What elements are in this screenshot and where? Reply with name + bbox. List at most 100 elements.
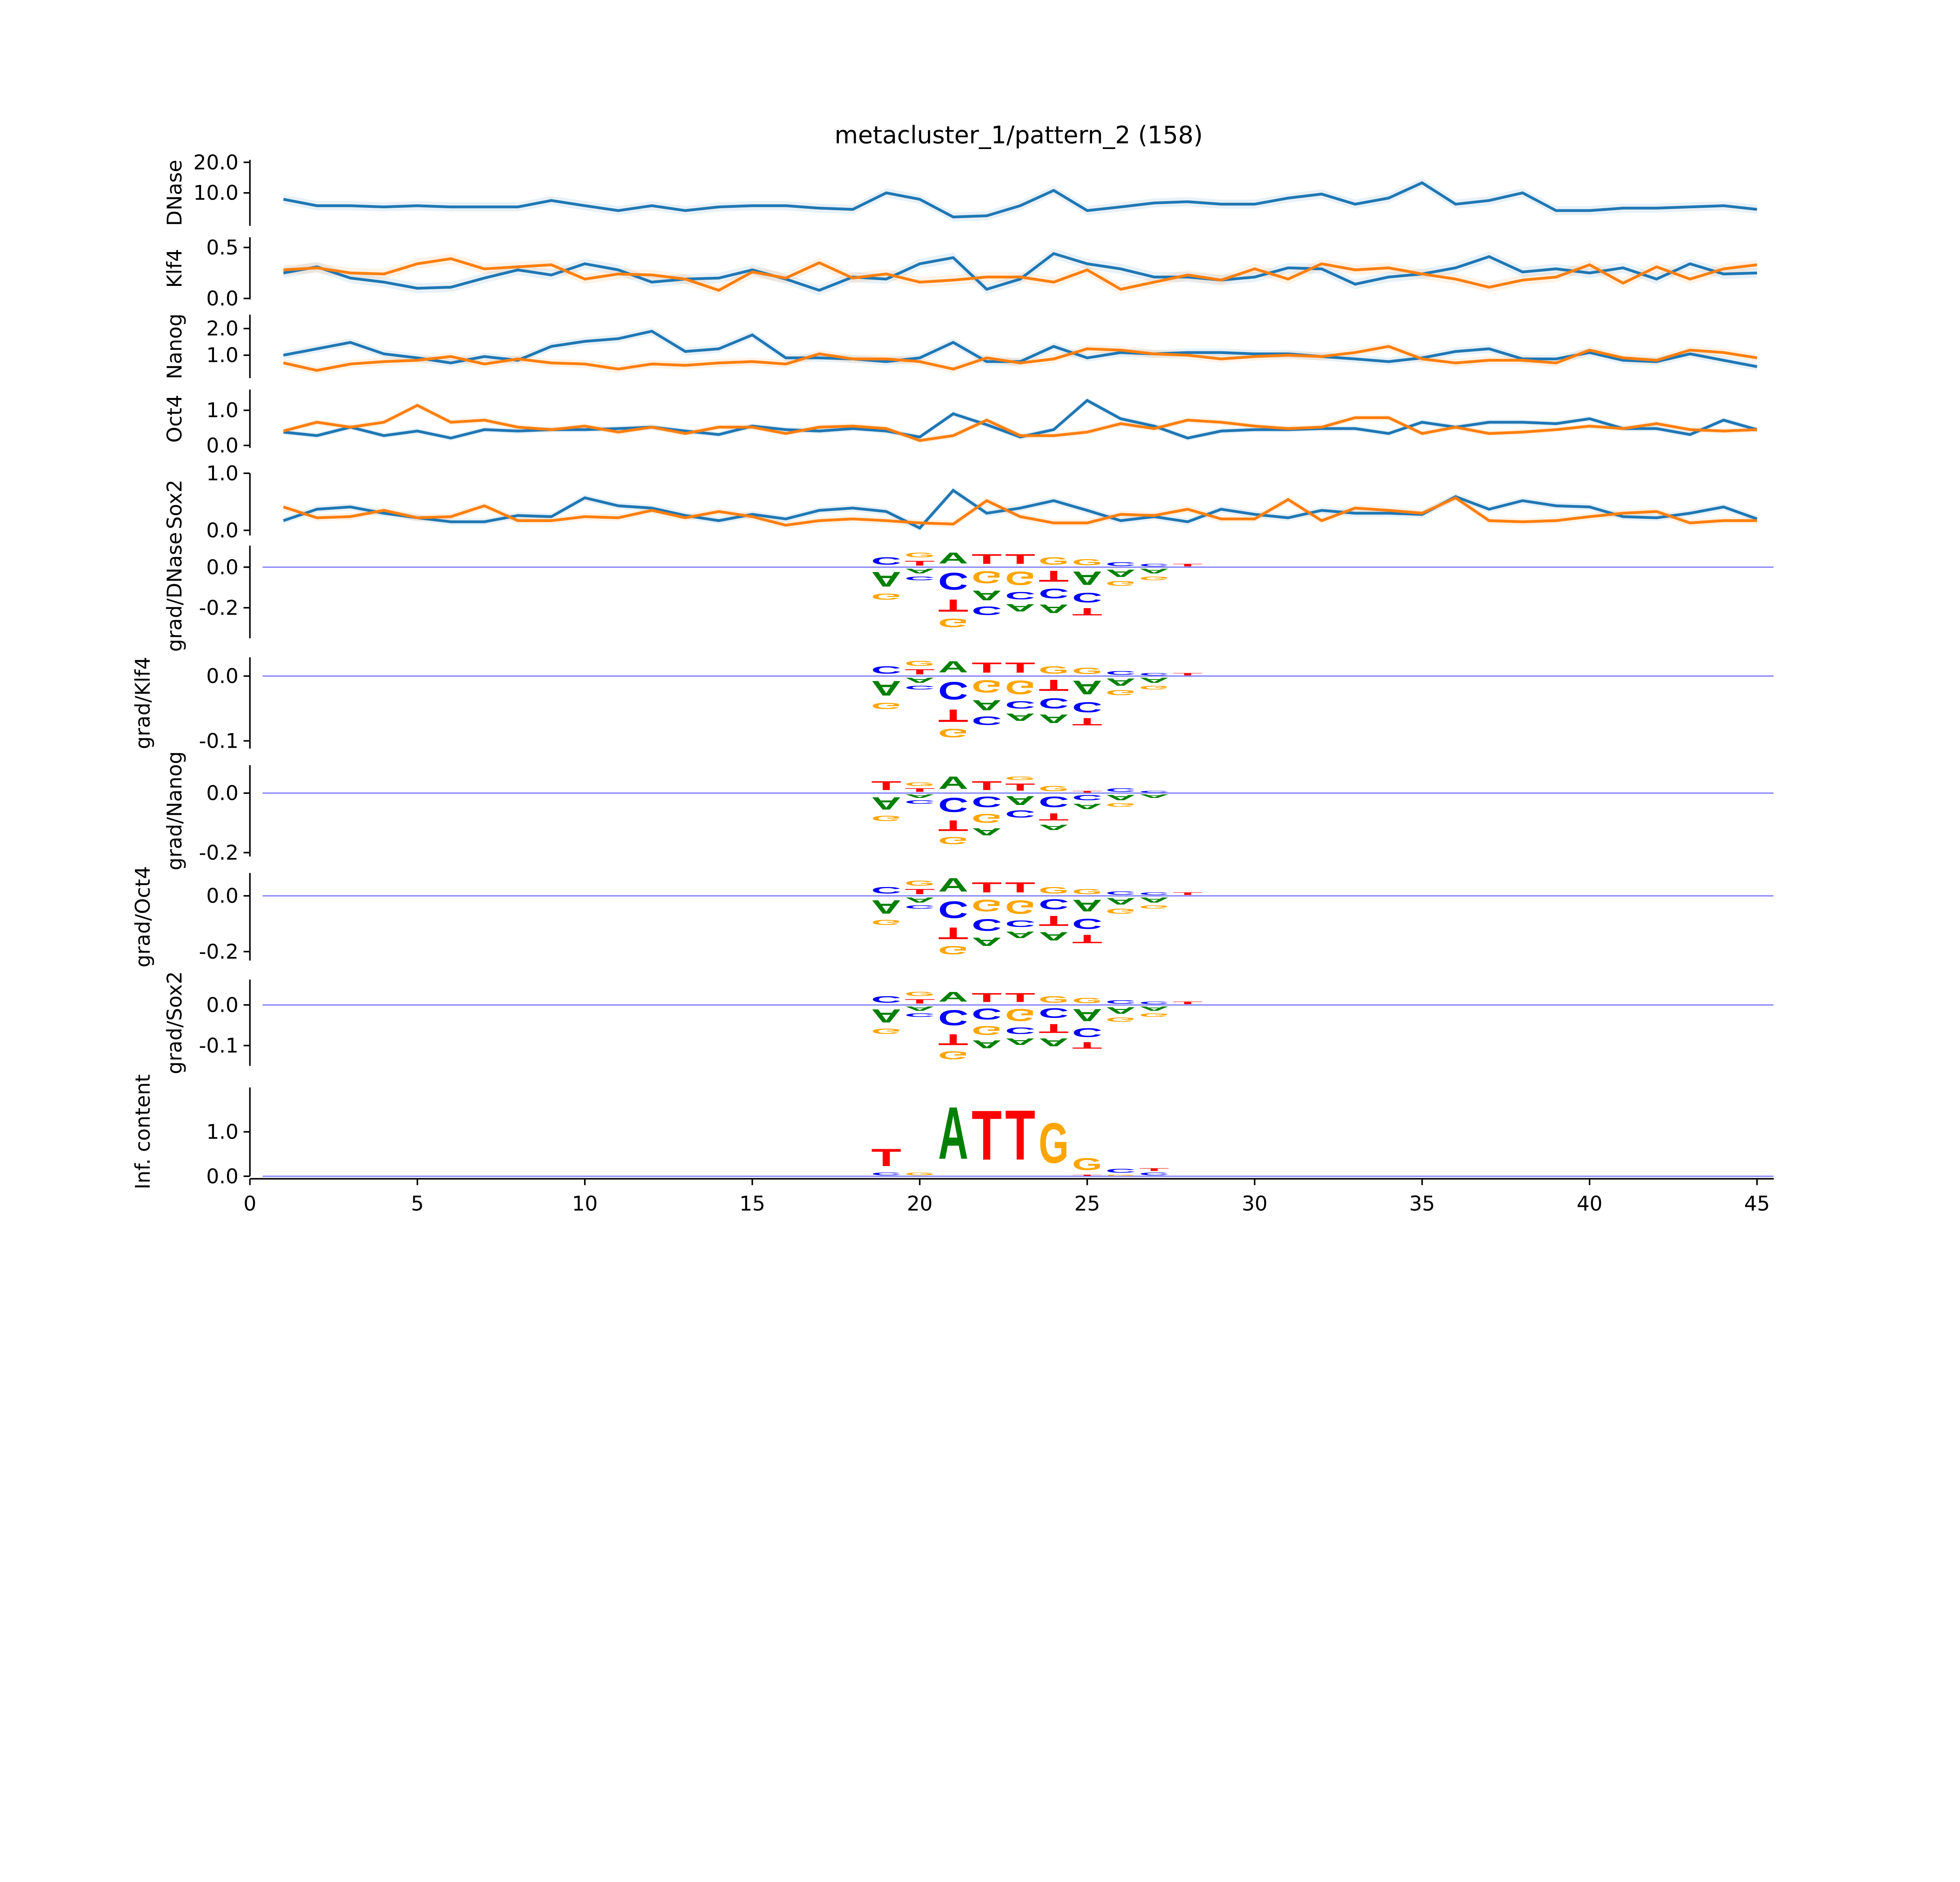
logo-letter-T: T [1172, 563, 1203, 567]
logo-letter-C: C [1072, 590, 1102, 605]
logo-letter-T: T [871, 779, 901, 793]
logo-letter-C: C [1139, 1001, 1169, 1005]
logo-letter-C: C [1139, 1172, 1169, 1176]
y-tick-label: -0.2 [199, 940, 238, 964]
logo-letter-G: G [871, 1027, 901, 1035]
logo-letter-A: A [1139, 567, 1169, 575]
logo-letter-C: C [1072, 916, 1102, 932]
logo-letter-T: T [1139, 1168, 1169, 1172]
confidence-band [283, 178, 1757, 222]
y-tick-label: 0.0 [206, 885, 238, 908]
logo-letter-A: A [972, 697, 1002, 713]
logo-letter-C: C [1105, 999, 1136, 1005]
logo-letter-T: T [972, 880, 1002, 896]
logo-letter-A: A [938, 874, 968, 896]
logo-letter-A: A [972, 1038, 1002, 1050]
logo-letter-A: A [905, 793, 935, 799]
logo-letter-G: G [905, 551, 935, 559]
logo-letter-G: G [871, 918, 901, 926]
logo-letter-A: A [1072, 1005, 1102, 1025]
logo-letter-T: T [1005, 660, 1035, 676]
y-tick-label: 0.0 [206, 994, 238, 1017]
logo-letter-C: C [938, 794, 968, 816]
logo-letter-C: C [1105, 1168, 1136, 1174]
y-tick-label: 0.0 [206, 1165, 238, 1188]
logo-letter-G: G [972, 896, 1002, 915]
logo-letter-T: T [1072, 716, 1102, 728]
logo-letter-A: A [1072, 896, 1102, 915]
y-axis-label: grad/Oct4 [131, 866, 155, 968]
panel-oct4: 0.0 1.0 Oct4 [163, 389, 1758, 458]
logo-letter-A: A [1039, 1036, 1069, 1048]
logo-letter-A: A [1105, 1005, 1136, 1016]
x-tick-label: 15 [739, 1192, 765, 1215]
y-tick-label: -0.2 [199, 596, 238, 620]
logo-letter-A: A [1005, 711, 1035, 723]
logo-letter-A: A [905, 567, 935, 575]
logo-letter-T: T [905, 888, 935, 896]
logo-letter-A: A [1072, 567, 1102, 589]
y-axis-label: Klf4 [163, 249, 187, 288]
logo-letter-A: A [1039, 712, 1069, 726]
logo-letter-A: A [1039, 930, 1069, 943]
logo-letter-T: T [1072, 790, 1102, 793]
logo-letter-G: G [1105, 802, 1136, 808]
logo-letter-C: C [1005, 808, 1035, 819]
logo-letter-A: A [1005, 930, 1035, 940]
background [0, 0, 1960, 1307]
logo-letter-G: G [1105, 688, 1136, 697]
logo-letter-G: G [871, 592, 901, 601]
logo-letter-A: A [1072, 802, 1102, 811]
logo-letter-G: G [1005, 676, 1035, 698]
logo-letter-C: C [1139, 672, 1169, 676]
logo-letter-C: C [871, 994, 901, 1005]
logo-letter-A: A [871, 896, 901, 917]
logo-letter-T: T [1005, 880, 1035, 896]
logo-letter-C: C [1105, 890, 1136, 896]
figure: metacluster_1/pattern_2 (158) 10.0 20.0 DN… [0, 0, 1960, 1307]
logo-letter-A: A [871, 567, 901, 590]
confidence-band [283, 342, 1757, 374]
logo-letter-A: A [1139, 1005, 1169, 1012]
logo-letter-T: T [905, 668, 935, 676]
y-axis-label: DNase [163, 160, 187, 226]
logo-letter-C: C [1039, 695, 1069, 711]
chart-title: metacluster_1/pattern_2 (158) [835, 122, 1203, 149]
logo-letter-G: G [972, 676, 1002, 696]
logo-letter-C: C [972, 604, 1002, 618]
logo-letter-G: G [1072, 1154, 1102, 1174]
y-axis-label: grad/Klf4 [131, 657, 155, 749]
logo-letter-T: T [905, 998, 935, 1005]
x-tick-label: 20 [907, 1192, 933, 1215]
logo-letter-A: A [938, 989, 968, 1005]
logo-letter-G: G [1139, 904, 1169, 910]
logo-letter-C: C [905, 904, 935, 910]
logo-letter-A: A [1139, 793, 1169, 799]
logo-letter-A: A [905, 1005, 935, 1012]
logo-letter-C: C [1072, 1025, 1102, 1039]
logo-letter-A: A [1105, 896, 1136, 906]
y-tick-label: 0.0 [206, 519, 238, 542]
logo-letter-T: T [871, 1144, 901, 1172]
y-axis-label: Oct4 [163, 395, 187, 443]
logo-letter-G: G [1105, 579, 1136, 587]
logo-letter-C: C [938, 568, 968, 595]
logo-letter-T: T [972, 660, 1002, 676]
y-tick-label: 0.0 [206, 434, 238, 458]
logo-letter-G: G [938, 835, 968, 847]
logo-letter-A: A [972, 935, 1002, 948]
logo-letter-T: T [972, 551, 1002, 567]
logo-letter-C: C [871, 885, 901, 896]
logo-letter-T: T [938, 1031, 968, 1048]
logo-letter-G: G [905, 990, 935, 997]
logo-letter-G: G [1105, 907, 1136, 915]
logo-letter-T: T [1039, 811, 1069, 823]
logo-letter-C: C [1005, 1025, 1035, 1036]
logo-letter-G: G [1039, 664, 1069, 676]
y-axis-label: grad/Nanog [163, 751, 187, 870]
logo-letter-T: T [1172, 1001, 1203, 1005]
y-tick-label: 0.0 [206, 665, 238, 688]
logo-letter-C: C [972, 916, 1002, 934]
logo-letter-G: G [1039, 885, 1069, 896]
